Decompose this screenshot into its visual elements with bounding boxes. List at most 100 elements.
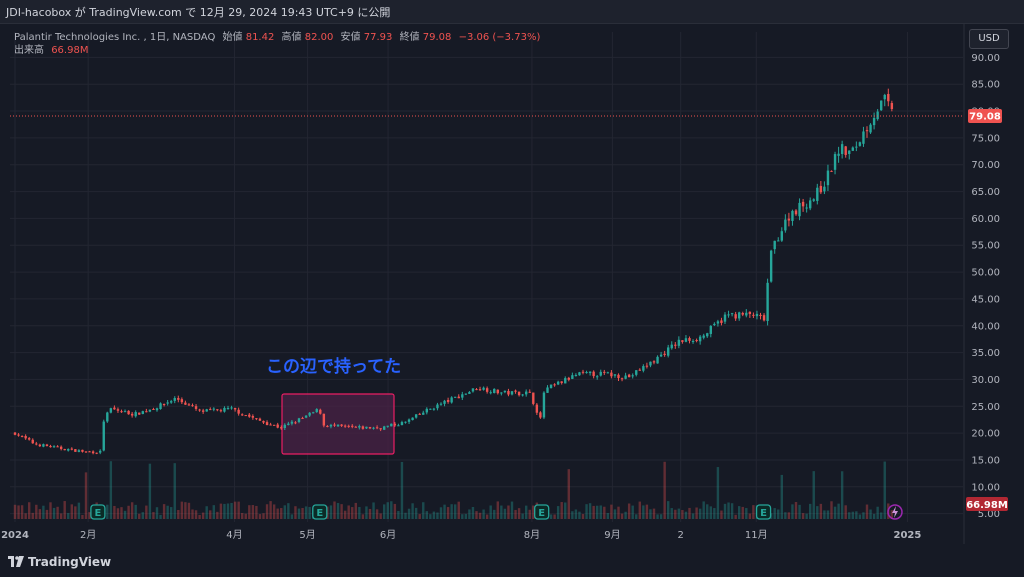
candle-body (791, 210, 794, 221)
volume-bar (383, 504, 386, 519)
candle-body (787, 218, 791, 221)
candle-body (297, 418, 301, 422)
volume-bar (84, 472, 88, 519)
currency-button[interactable]: USD (969, 29, 1009, 49)
candle-body (52, 446, 56, 448)
volume-bar (844, 505, 847, 519)
candle-body (326, 425, 329, 427)
candle-body (45, 444, 49, 446)
candle-body (517, 391, 521, 396)
earnings-marker[interactable]: E (90, 504, 106, 520)
candle-body (549, 384, 553, 389)
volume-bar (858, 514, 862, 519)
candle-body (720, 320, 723, 323)
lightning-icon[interactable] (887, 504, 903, 520)
volume-bar (823, 510, 826, 519)
candle-body (617, 374, 620, 379)
candle-body (191, 405, 194, 407)
symbol-legend: Palantir Technologies Inc. , 1日, NASDAQ … (14, 30, 540, 43)
candle-body (120, 411, 123, 413)
volume-bar (709, 506, 712, 519)
candle-body (35, 443, 38, 445)
time-axis[interactable]: 2024 2月 4月 5月 6月 8月 9月 2 11月 2025 (1, 529, 921, 541)
price-tick-label: 15.00 (971, 455, 1000, 466)
volume-bar (148, 463, 152, 519)
candle-body (734, 314, 737, 319)
volume-bar (457, 501, 460, 519)
volume-bar (223, 503, 226, 519)
candle-body (521, 394, 524, 396)
candle-body (262, 420, 265, 423)
volume-bar (13, 504, 17, 519)
candle-body (581, 371, 585, 373)
candle-body (493, 388, 496, 394)
candle-body (620, 378, 624, 380)
candle-body (833, 154, 837, 170)
candle-body (507, 390, 510, 395)
price-tick-label: 25.00 (971, 402, 1000, 413)
volume-bar (663, 461, 666, 519)
volume-bar (429, 514, 432, 519)
candlestick-chart[interactable]: E E E E 90.0085.0080.0075.0070.0065.0060.00… (0, 24, 1024, 544)
volume-bar (794, 502, 798, 519)
earnings-marker[interactable]: E (755, 504, 772, 520)
candle-body (77, 450, 81, 452)
volume-bar (461, 514, 464, 519)
candle-body (138, 412, 141, 415)
candle-body (322, 413, 326, 426)
candle-body (823, 186, 826, 192)
earnings-marker-label: E (94, 508, 101, 519)
candle-body (539, 412, 542, 418)
candle-body (159, 403, 162, 409)
volume-bar (74, 506, 77, 519)
tradingview-logo[interactable]: TradingView (8, 555, 111, 569)
candle-body (844, 146, 847, 155)
volume-bar (269, 501, 272, 519)
annotation-highlight-box[interactable] (281, 393, 395, 455)
candle-body (727, 314, 730, 316)
volume-bar (297, 508, 301, 519)
candle-body (624, 375, 627, 379)
volume-bar (684, 511, 688, 519)
candle-body (837, 153, 840, 156)
candle-body (397, 425, 400, 427)
volume-bar (606, 513, 610, 519)
candle-body (663, 353, 666, 355)
earnings-marker[interactable]: E (534, 504, 550, 520)
volume-bar (375, 509, 379, 519)
volume-bar (826, 510, 830, 519)
candle-body (755, 313, 759, 317)
brand-name: TradingView (28, 555, 112, 569)
earnings-marker[interactable]: E (312, 504, 328, 520)
volume-bar (840, 471, 844, 519)
volume-bar (450, 504, 453, 519)
candle-body (674, 344, 677, 346)
candle-body (578, 372, 581, 376)
candle-body (315, 409, 318, 413)
candle-body (585, 372, 588, 374)
volume-bar (446, 507, 450, 519)
volume-bar (123, 510, 127, 519)
price-tick-label: 35.00 (971, 348, 1000, 359)
volume-bar (816, 506, 819, 519)
price-tick-label: 45.00 (971, 294, 1000, 305)
volume-bar (627, 503, 631, 519)
volume-bar (578, 511, 581, 519)
volume-bar (354, 502, 357, 519)
volume-bar (219, 503, 223, 519)
volume-bar (468, 509, 471, 519)
time-tick-label: 6月 (380, 529, 396, 541)
volume-bar (556, 506, 560, 519)
candle-body (805, 207, 808, 209)
price-axis[interactable]: 90.0085.0080.0075.0070.0065.0060.0055.00… (963, 24, 1000, 544)
candle-body (184, 402, 187, 405)
candle-body (560, 381, 563, 383)
candle-body (851, 147, 854, 151)
earnings-marker-label: E (760, 508, 767, 519)
volume-bar (599, 505, 602, 519)
volume-bar (166, 505, 169, 519)
volume-bar (787, 512, 791, 519)
candle-body (180, 399, 184, 403)
candle-body (56, 446, 59, 448)
